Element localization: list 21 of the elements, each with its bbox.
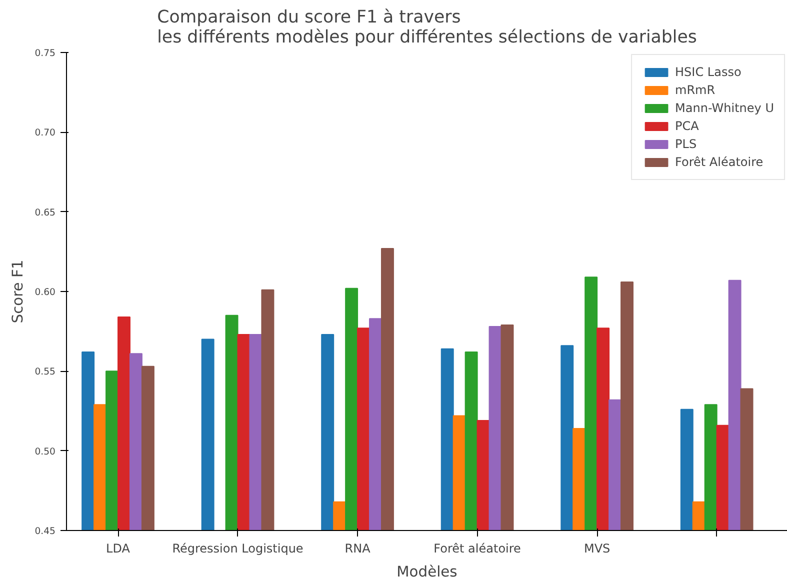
y-tick-label: 0.65 bbox=[34, 207, 56, 218]
x-tick-label: Forêt aléatoire bbox=[434, 542, 521, 556]
y-tick-label: 0.55 bbox=[34, 366, 56, 378]
y-tick-label: 0.45 bbox=[34, 526, 56, 537]
y-tick-label: 0.70 bbox=[34, 128, 56, 139]
y-tick-label: 0.75 bbox=[34, 48, 56, 59]
x-axis-title: Modèles bbox=[396, 564, 458, 580]
x-tick-label: RNA bbox=[344, 542, 372, 556]
legend-label: HSIC Lasso bbox=[675, 65, 742, 79]
y-tick-label: 0.60 bbox=[34, 287, 56, 298]
legend-label: PLS bbox=[675, 137, 697, 151]
legend-label: PCA bbox=[675, 119, 699, 133]
legend-label: Forêt Aléatoire bbox=[675, 155, 764, 169]
x-tick-label: Régression Logistique bbox=[172, 542, 304, 556]
y-tick-label: 0.50 bbox=[34, 446, 56, 458]
legend-label: Mann-Whitney U bbox=[675, 101, 774, 115]
legend-label: mRmR bbox=[675, 83, 716, 97]
x-tick-label: LDA bbox=[106, 542, 131, 556]
x-tick-label: MVS bbox=[584, 542, 610, 556]
chart-title: Comparaison du score F1 à travers les différents modèles pour différentes sélections de variables bbox=[157, 8, 697, 48]
y-axis-title: Score F1 bbox=[10, 260, 27, 324]
